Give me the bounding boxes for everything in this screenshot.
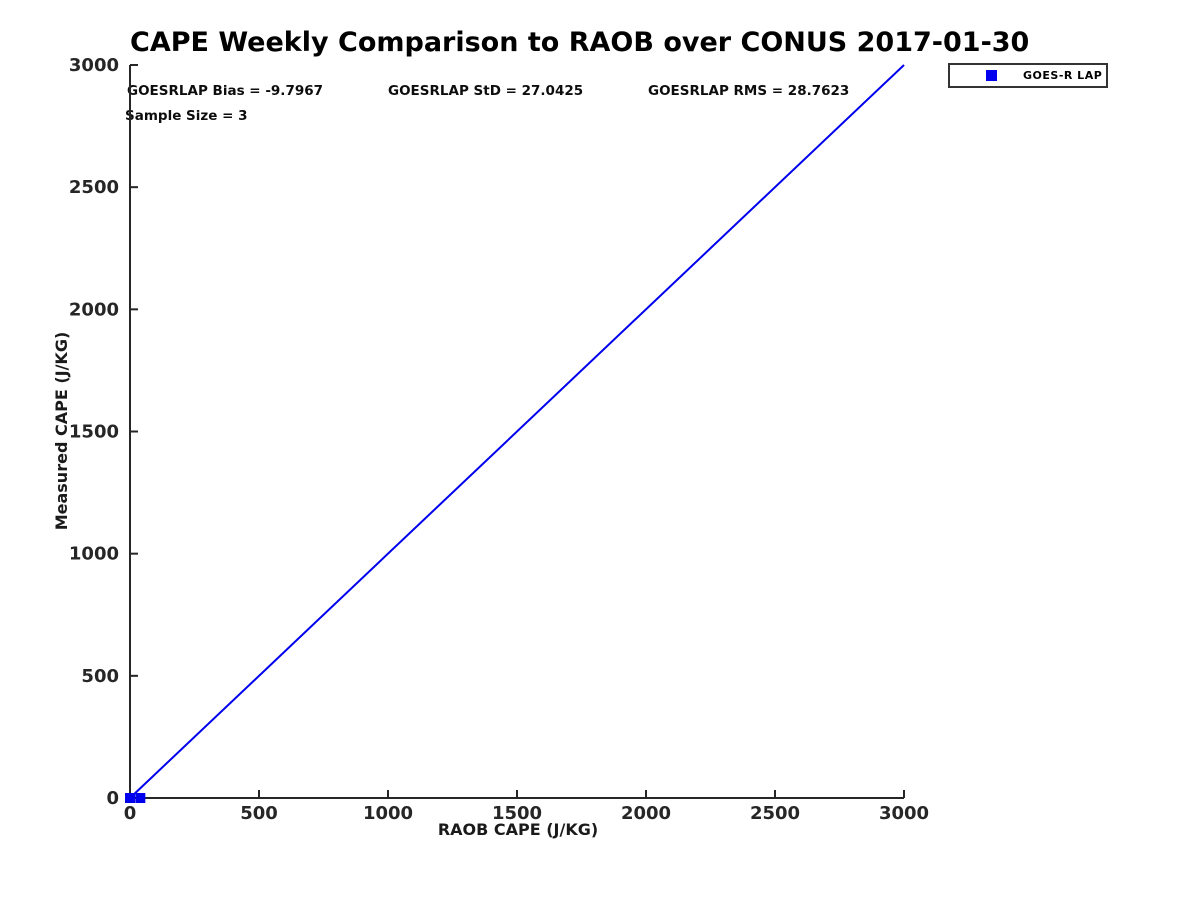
y-tick-label: 1000	[69, 544, 119, 565]
legend-label: GOES-R LAP	[1023, 69, 1103, 82]
legend: GOES-R LAP	[948, 63, 1108, 88]
x-tick-label: 1500	[492, 803, 542, 824]
reference-line	[129, 64, 905, 799]
x-tick-label: 3000	[879, 803, 929, 824]
y-tick-label: 3000	[69, 55, 119, 76]
y-tick-label: 2500	[69, 177, 119, 198]
x-tick-label: 2000	[621, 803, 671, 824]
x-tick-label: 2500	[750, 803, 800, 824]
y-tick-label: 1500	[69, 422, 119, 443]
x-tick-label: 0	[124, 803, 137, 824]
y-tick-label: 2000	[69, 299, 119, 320]
y-tick-label: 500	[81, 666, 119, 687]
data-marker	[135, 793, 146, 803]
stat-sample-size: Sample Size = 3	[125, 108, 248, 124]
chart-title: CAPE Weekly Comparison to RAOB over CONU…	[130, 27, 1030, 58]
stat-std: GOESRLAP StD = 27.0425	[388, 83, 584, 99]
x-tick-label: 1000	[363, 803, 413, 824]
legend-marker-square-icon	[986, 70, 997, 81]
y-tick-label: 0	[106, 788, 119, 809]
stat-rms: GOESRLAP RMS = 28.7623	[648, 83, 850, 99]
x-axis-label: RAOB CAPE (J/KG)	[437, 820, 599, 839]
x-tick-label: 500	[240, 803, 278, 824]
stat-bias: GOESRLAP Bias = -9.7967	[127, 83, 324, 99]
